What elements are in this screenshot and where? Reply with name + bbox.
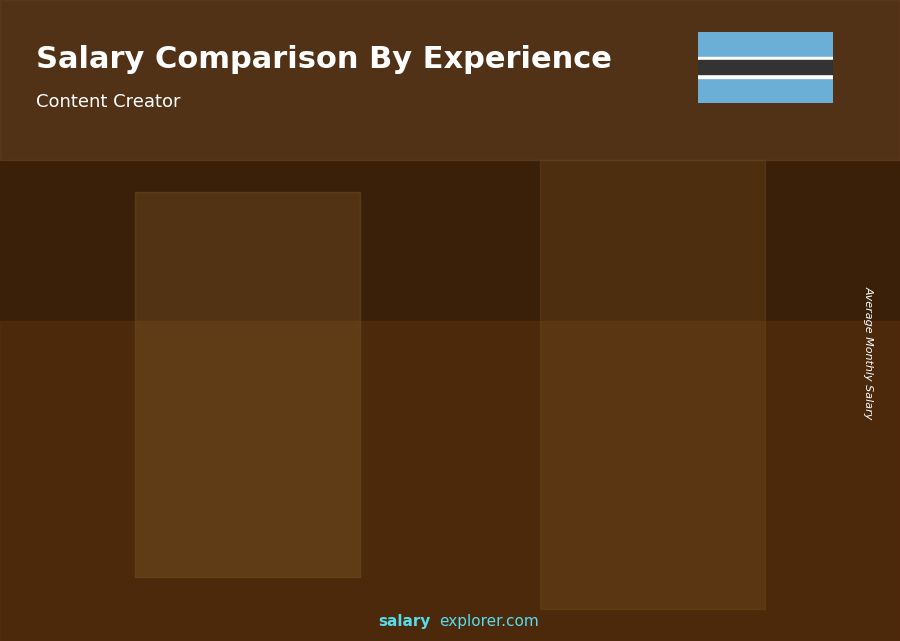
Bar — [0, 320, 900, 641]
Text: salary: salary — [378, 615, 430, 629]
Polygon shape — [785, 256, 797, 558]
Bar — [0, 0, 900, 160]
Text: Salary Comparison By Experience: Salary Comparison By Experience — [36, 45, 612, 74]
Bar — [540, 160, 765, 609]
Bar — [698, 60, 832, 74]
Polygon shape — [578, 296, 670, 302]
Text: +nan%: +nan% — [357, 315, 428, 333]
Polygon shape — [67, 497, 158, 499]
Text: +nan%: +nan% — [485, 261, 555, 279]
Text: 0 BWP: 0 BWP — [22, 483, 64, 496]
Polygon shape — [529, 349, 542, 558]
Bar — [706, 263, 785, 558]
Polygon shape — [450, 349, 542, 354]
Bar — [135, 192, 360, 577]
Text: +nan%: +nan% — [102, 423, 172, 442]
Bar — [67, 499, 146, 558]
Text: 0 BWP: 0 BWP — [149, 444, 192, 457]
Text: +nan%: +nan% — [613, 221, 683, 238]
Polygon shape — [657, 296, 670, 558]
Text: Average Monthly Salary: Average Monthly Salary — [863, 286, 874, 419]
Polygon shape — [194, 456, 286, 460]
Text: 0 BWP: 0 BWP — [661, 247, 703, 260]
Bar — [578, 302, 657, 558]
Bar — [698, 57, 832, 78]
Polygon shape — [706, 256, 797, 263]
Text: explorer.com: explorer.com — [439, 615, 539, 629]
Polygon shape — [322, 396, 414, 401]
Polygon shape — [401, 396, 414, 558]
Bar — [450, 354, 529, 558]
Text: 0 BWP: 0 BWP — [533, 287, 575, 299]
Text: +nan%: +nan% — [230, 363, 300, 381]
Text: Content Creator: Content Creator — [36, 93, 181, 111]
Bar — [322, 401, 401, 558]
Text: 0 BWP: 0 BWP — [405, 339, 447, 352]
Polygon shape — [274, 456, 286, 558]
Bar — [194, 460, 274, 558]
Text: 0 BWP: 0 BWP — [277, 385, 320, 398]
Polygon shape — [146, 497, 158, 558]
